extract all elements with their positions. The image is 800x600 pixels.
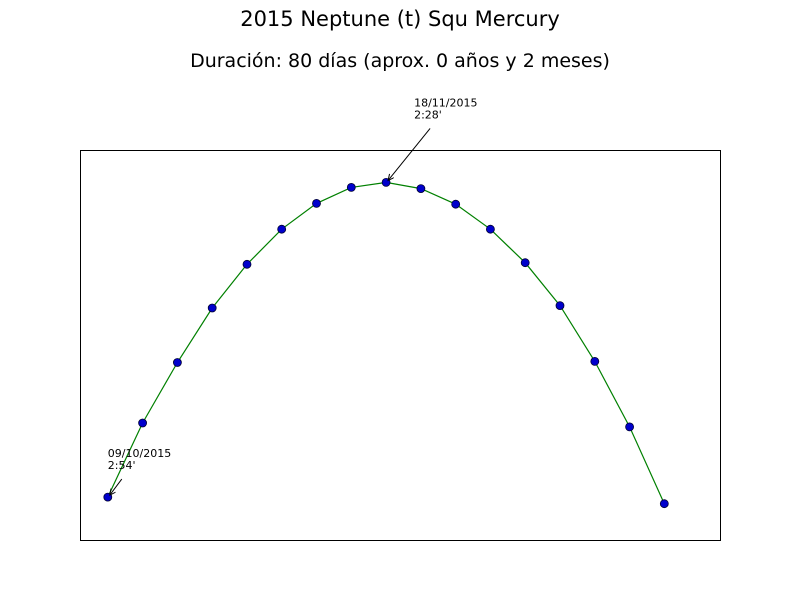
annotation-date: 09/10/2015: [108, 447, 171, 460]
data-point: [659, 499, 669, 509]
data-point: [485, 224, 495, 234]
series-layer: [103, 177, 669, 509]
series-line: [107, 181, 665, 504]
data-point: [416, 184, 426, 194]
annotation-time: 2:54': [108, 459, 136, 472]
annotation-time: 2:28': [414, 108, 442, 121]
data-point: [346, 182, 356, 192]
data-point: [590, 356, 600, 366]
plot-frame: [80, 150, 721, 541]
data-point: [138, 418, 148, 428]
chart-subtitle: Duración: 80 días (aprox. 0 años y 2 mes…: [190, 50, 610, 72]
data-point: [451, 199, 461, 209]
data-point: [207, 303, 217, 313]
annotation-arrow: [388, 128, 431, 180]
data-point: [520, 258, 530, 268]
chart-title: 2015 Neptune (t) Squ Mercury: [240, 7, 560, 31]
data-point: [555, 301, 565, 311]
data-point: [625, 422, 634, 432]
data-point: [277, 224, 287, 234]
data-point: [242, 259, 252, 269]
data-point: [312, 198, 321, 208]
data-point: [172, 358, 182, 367]
annotation-date: 18/11/2015: [414, 96, 477, 109]
annotation-arrow: [110, 478, 123, 495]
